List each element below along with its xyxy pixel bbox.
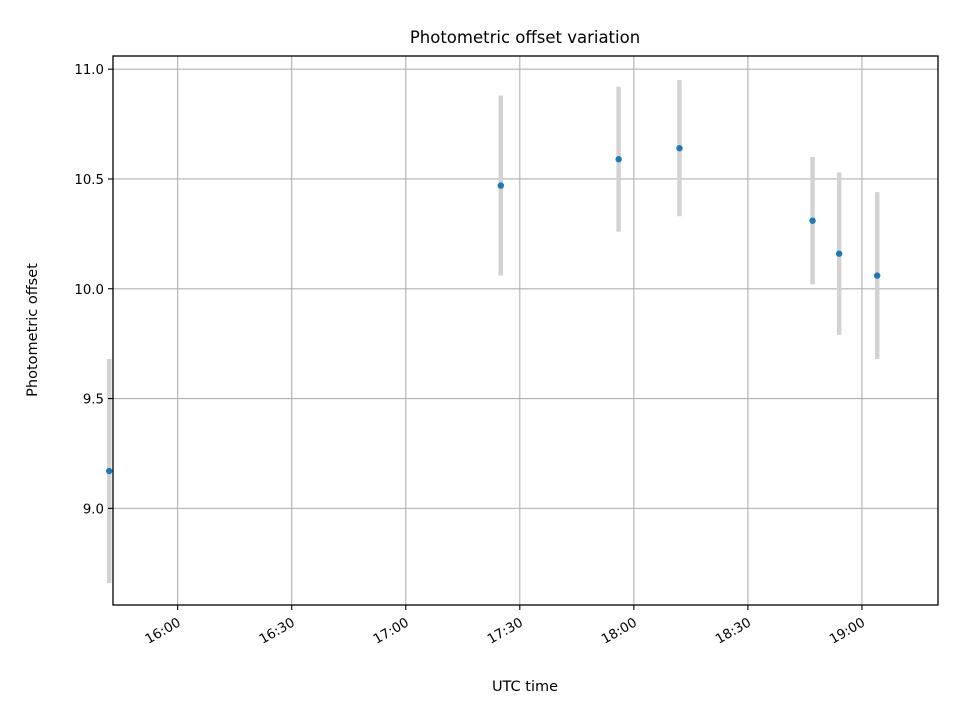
- plot-area-frame: [112, 55, 939, 606]
- y-tick-label: 11.0: [74, 63, 104, 78]
- data-point: [615, 156, 622, 163]
- grid: [113, 56, 938, 605]
- y-tick-label: 10.5: [74, 173, 104, 188]
- data-point: [105, 467, 113, 475]
- data-point: [497, 182, 504, 189]
- data-point: [835, 250, 843, 257]
- y-tick-label: 9.0: [83, 502, 104, 517]
- chart-title: Photometric offset variation: [410, 28, 640, 47]
- data-point: [676, 145, 683, 152]
- data-point: [809, 217, 816, 224]
- data-point: [873, 272, 881, 279]
- x-axis-label: UTC time: [492, 679, 558, 695]
- y-tick-label: 10.0: [74, 283, 104, 298]
- y-axis-ticks: 9.0 9.5 10.0 10.5 11.0: [74, 63, 113, 517]
- y-tick-label: 9.5: [83, 393, 104, 408]
- data-points: [105, 145, 881, 475]
- y-axis-label: Photometric offset: [25, 263, 41, 397]
